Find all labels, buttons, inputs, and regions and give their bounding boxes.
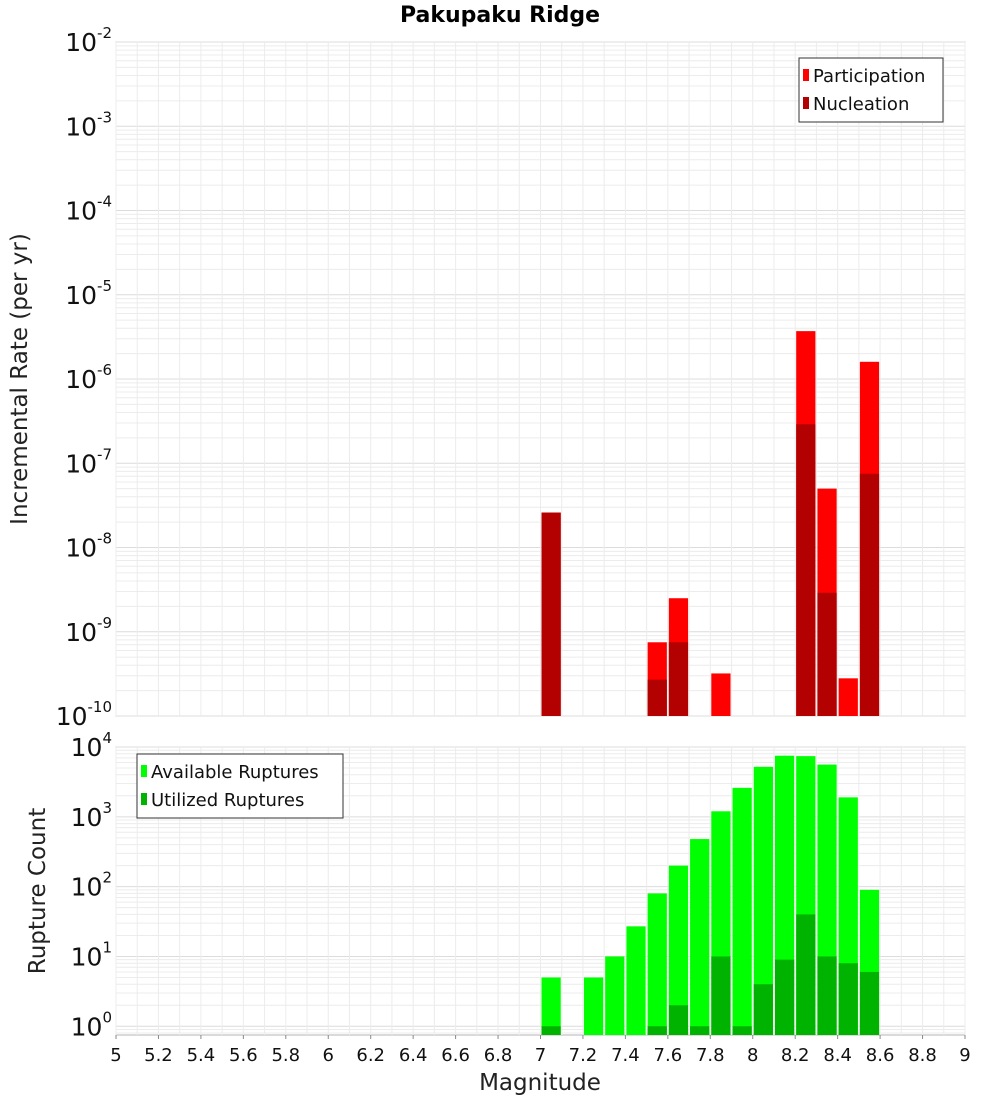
legend-box bbox=[136, 753, 344, 819]
utilized-ruptures-bar bbox=[859, 971, 880, 1035]
available-ruptures-bar bbox=[753, 766, 773, 1035]
x-tick-label: 5.2 bbox=[144, 1045, 173, 1066]
x-tick-label: 6.4 bbox=[399, 1045, 428, 1066]
available-ruptures-bar bbox=[668, 865, 689, 1035]
y-tick-label: 103 bbox=[71, 799, 112, 832]
legend-nucleation-swatch bbox=[803, 97, 809, 109]
x-tick-label: 8.4 bbox=[823, 1045, 852, 1066]
x-tick-label: 6.2 bbox=[356, 1045, 385, 1066]
available-ruptures-bar bbox=[626, 926, 646, 1035]
y-tick-label: 10-4 bbox=[65, 193, 112, 226]
rupture-count-plot-y-axis-label: Rupture Count bbox=[25, 808, 51, 974]
utilized-ruptures-bar bbox=[647, 1026, 667, 1035]
available-ruptures-bar bbox=[732, 787, 752, 1035]
nucleation-bar bbox=[817, 592, 837, 716]
utilized-ruptures-bar bbox=[541, 1026, 561, 1035]
x-tick-label: 7.2 bbox=[569, 1045, 598, 1066]
y-tick-label: 10-6 bbox=[65, 361, 112, 394]
legend-nucleation-label: Nucleation bbox=[813, 94, 909, 115]
x-tick-label: 6.6 bbox=[441, 1045, 470, 1066]
x-tick-label: 8.6 bbox=[866, 1045, 895, 1066]
x-tick-label: 6 bbox=[323, 1045, 334, 1066]
y-tick-label: 10-8 bbox=[65, 530, 112, 563]
nucleation-bar bbox=[541, 512, 561, 716]
x-tick-label: 6.8 bbox=[484, 1045, 513, 1066]
utilized-ruptures-bar bbox=[796, 914, 816, 1035]
legend-available-ruptures-label: Available Ruptures bbox=[151, 762, 319, 783]
available-ruptures-bar bbox=[541, 977, 561, 1035]
legend-participation-swatch bbox=[803, 69, 809, 81]
nucleation-bar bbox=[859, 473, 880, 716]
x-tick-label: 5 bbox=[110, 1045, 121, 1066]
available-ruptures-bar bbox=[690, 839, 710, 1035]
x-tick-label: 8.2 bbox=[781, 1045, 810, 1066]
y-tick-label: 10-7 bbox=[65, 445, 112, 478]
x-tick-label: 5.4 bbox=[187, 1045, 216, 1066]
y-tick-label: 104 bbox=[71, 729, 112, 762]
y-tick-label: 100 bbox=[71, 1008, 112, 1041]
utilized-ruptures-bar bbox=[774, 959, 795, 1035]
y-tick-label: 10-3 bbox=[65, 108, 112, 141]
nucleation-bar bbox=[796, 424, 816, 716]
y-tick-label: 101 bbox=[71, 938, 112, 971]
nucleation-bar bbox=[647, 679, 667, 716]
legend-participation-label: Participation bbox=[813, 66, 925, 87]
rupture-count-plot-legend: Available Ruptures Utilized Ruptures bbox=[136, 753, 344, 819]
legend-utilized-ruptures-swatch bbox=[141, 793, 147, 805]
y-tick-label: 10-9 bbox=[65, 614, 112, 647]
available-ruptures-bar bbox=[583, 977, 604, 1035]
x-tick-label: 9 bbox=[959, 1045, 970, 1066]
available-ruptures-bar bbox=[647, 893, 667, 1035]
utilized-ruptures-bar bbox=[711, 956, 731, 1035]
rate-plot-y-axis-label: Incremental Rate (per yr) bbox=[7, 233, 33, 525]
x-tick-label: 5.8 bbox=[271, 1045, 300, 1066]
utilized-ruptures-bar bbox=[753, 984, 773, 1035]
legend-utilized-ruptures-label: Utilized Ruptures bbox=[151, 790, 304, 811]
legend-available-ruptures-swatch bbox=[141, 765, 147, 777]
x-tick-label: 8 bbox=[747, 1045, 758, 1066]
utilized-ruptures-bar bbox=[668, 1005, 689, 1035]
magnitude-x-axis-label: Magnitude bbox=[479, 1070, 601, 1096]
y-tick-label: 10-10 bbox=[56, 698, 112, 731]
legend-box bbox=[798, 57, 944, 123]
rate-plot: 10-10 10-9 10-8 10-7 10-6 10-5 10-4 10-3 10-2 In… bbox=[7, 24, 966, 731]
utilized-ruptures-bar bbox=[690, 1026, 710, 1035]
rate-plot-legend: Participation Nucleation bbox=[798, 57, 944, 123]
utilized-ruptures-bar bbox=[732, 1026, 752, 1035]
rupture-count-plot: 100 101 102 103 104 5 5.2 5.4 5.6 5.8 6 6.2 6.4 6.6 6… bbox=[25, 729, 971, 1096]
x-tick-label: 7.8 bbox=[696, 1045, 725, 1066]
x-tick-label: 7 bbox=[535, 1045, 546, 1066]
y-tick-label: 10-2 bbox=[65, 24, 112, 57]
participation-bar bbox=[711, 673, 731, 716]
utilized-ruptures-bar bbox=[817, 956, 837, 1035]
y-tick-label: 102 bbox=[71, 869, 112, 902]
chart-title: Pakupaku Ridge bbox=[400, 3, 600, 28]
rate-plot-y-ticks: 10-10 10-9 10-8 10-7 10-6 10-5 10-4 10-3 10-2 bbox=[56, 24, 112, 731]
x-tick-label: 7.6 bbox=[654, 1045, 683, 1066]
rupture-count-plot-bars bbox=[541, 755, 880, 1035]
x-tick-label: 7.4 bbox=[611, 1045, 640, 1066]
participation-bar bbox=[838, 678, 858, 716]
magnitude-x-ticks: 5 5.2 5.4 5.6 5.8 6 6.2 6.4 6.6 6.8 7 7.2 7.4 7.6 7.8 8… bbox=[110, 1035, 971, 1066]
x-tick-label: 8.8 bbox=[908, 1045, 937, 1066]
nucleation-bar bbox=[668, 642, 689, 716]
rate-plot-bars bbox=[541, 331, 880, 716]
rupture-count-plot-y-ticks: 100 101 102 103 104 bbox=[71, 729, 112, 1041]
available-ruptures-bar bbox=[605, 956, 625, 1035]
y-tick-label: 10-5 bbox=[65, 277, 112, 310]
utilized-ruptures-bar bbox=[838, 963, 858, 1035]
x-tick-label: 5.6 bbox=[229, 1045, 258, 1066]
rate-plot-grid bbox=[115, 41, 966, 717]
